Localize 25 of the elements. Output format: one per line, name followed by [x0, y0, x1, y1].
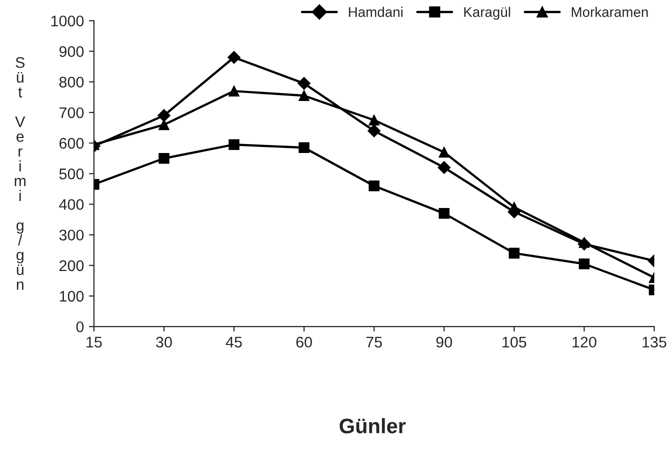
legend-label: Karagül: [464, 6, 510, 20]
x-tick-label: 90: [436, 336, 452, 348]
y-tick-label: 500: [59, 168, 84, 180]
x-tick-label: 105: [502, 336, 526, 348]
y-tick-label: 600: [60, 138, 84, 149]
y-tick-label: 400: [59, 199, 84, 210]
y-tick-label: 300: [59, 230, 84, 241]
x-tick-label: 15: [86, 336, 102, 348]
y-tick-label: 800: [59, 76, 84, 88]
text: Süt Verimi g/gün: [14, 57, 26, 290]
x-tick-label: 120: [572, 336, 596, 348]
x-axis-title: Günler: [340, 418, 406, 434]
y-tick-label: 700: [60, 107, 84, 118]
y-tick-label: 200: [60, 260, 84, 272]
legend-label: Morkaramen: [572, 6, 648, 17]
x-tick-label: 60: [296, 336, 312, 348]
y-tick-label: 100: [60, 290, 84, 302]
legend-label: Hamdani: [348, 6, 402, 17]
x-tick-label: 30: [156, 336, 172, 348]
y-tick-label: 900: [59, 46, 84, 57]
y-tick-label: 0: [76, 321, 84, 332]
x-tick-label: 75: [366, 336, 382, 348]
x-tick-label: 45: [226, 336, 242, 348]
x-tick-label: 135: [642, 336, 666, 348]
y-tick-label: 1000: [51, 16, 84, 26]
